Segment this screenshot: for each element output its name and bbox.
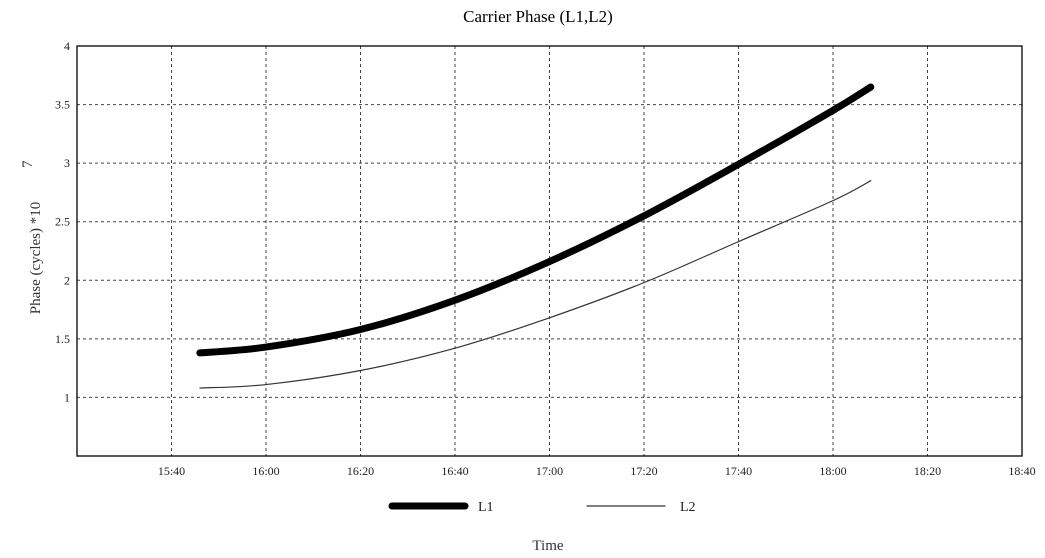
y-tick-label: 3 <box>64 156 70 170</box>
x-tick-label: 17:00 <box>536 464 563 478</box>
x-tick-label: 18:20 <box>914 464 941 478</box>
x-tick-label: 15:40 <box>158 464 185 478</box>
y-tick-label: 2.5 <box>55 215 70 229</box>
series-line-l2 <box>199 180 872 389</box>
x-tick-label: 16:00 <box>252 464 279 478</box>
legend: L1 L2 <box>388 500 696 515</box>
y-axis-label-group: Phase (cycles) *10 7 <box>20 160 44 314</box>
y-tick-label: 3.5 <box>55 98 70 112</box>
x-tick-label: 17:40 <box>725 464 752 478</box>
series-group <box>196 83 875 389</box>
legend-label-l2: L2 <box>680 500 696 515</box>
y-tick-label: 1 <box>64 390 70 404</box>
legend-label-l1: L1 <box>478 500 494 515</box>
grid-lines <box>77 46 1022 456</box>
y-axis-exponent: 7 <box>20 160 36 168</box>
x-axis-label: Time <box>532 538 563 554</box>
x-tick-label: 16:20 <box>347 464 374 478</box>
y-tick-label: 2 <box>64 273 70 287</box>
y-tick-label: 4 <box>64 39 70 53</box>
x-tick-label: 17:20 <box>630 464 657 478</box>
series-line-l1 <box>196 83 875 357</box>
y-axis-label: Phase (cycles) *10 <box>28 202 44 314</box>
chart-title: Carrier Phase (L1,L2) <box>463 7 613 26</box>
tick-labels: 15:40 16:00 16:20 16:40 17:00 17:20 17:40 18:00… <box>55 39 1036 478</box>
x-tick-label: 16:40 <box>441 464 468 478</box>
plot-frame <box>76 45 1023 457</box>
x-tick-label: 18:00 <box>819 464 846 478</box>
x-tick-label: 18:40 <box>1008 464 1035 478</box>
y-tick-label: 1.5 <box>55 332 70 346</box>
